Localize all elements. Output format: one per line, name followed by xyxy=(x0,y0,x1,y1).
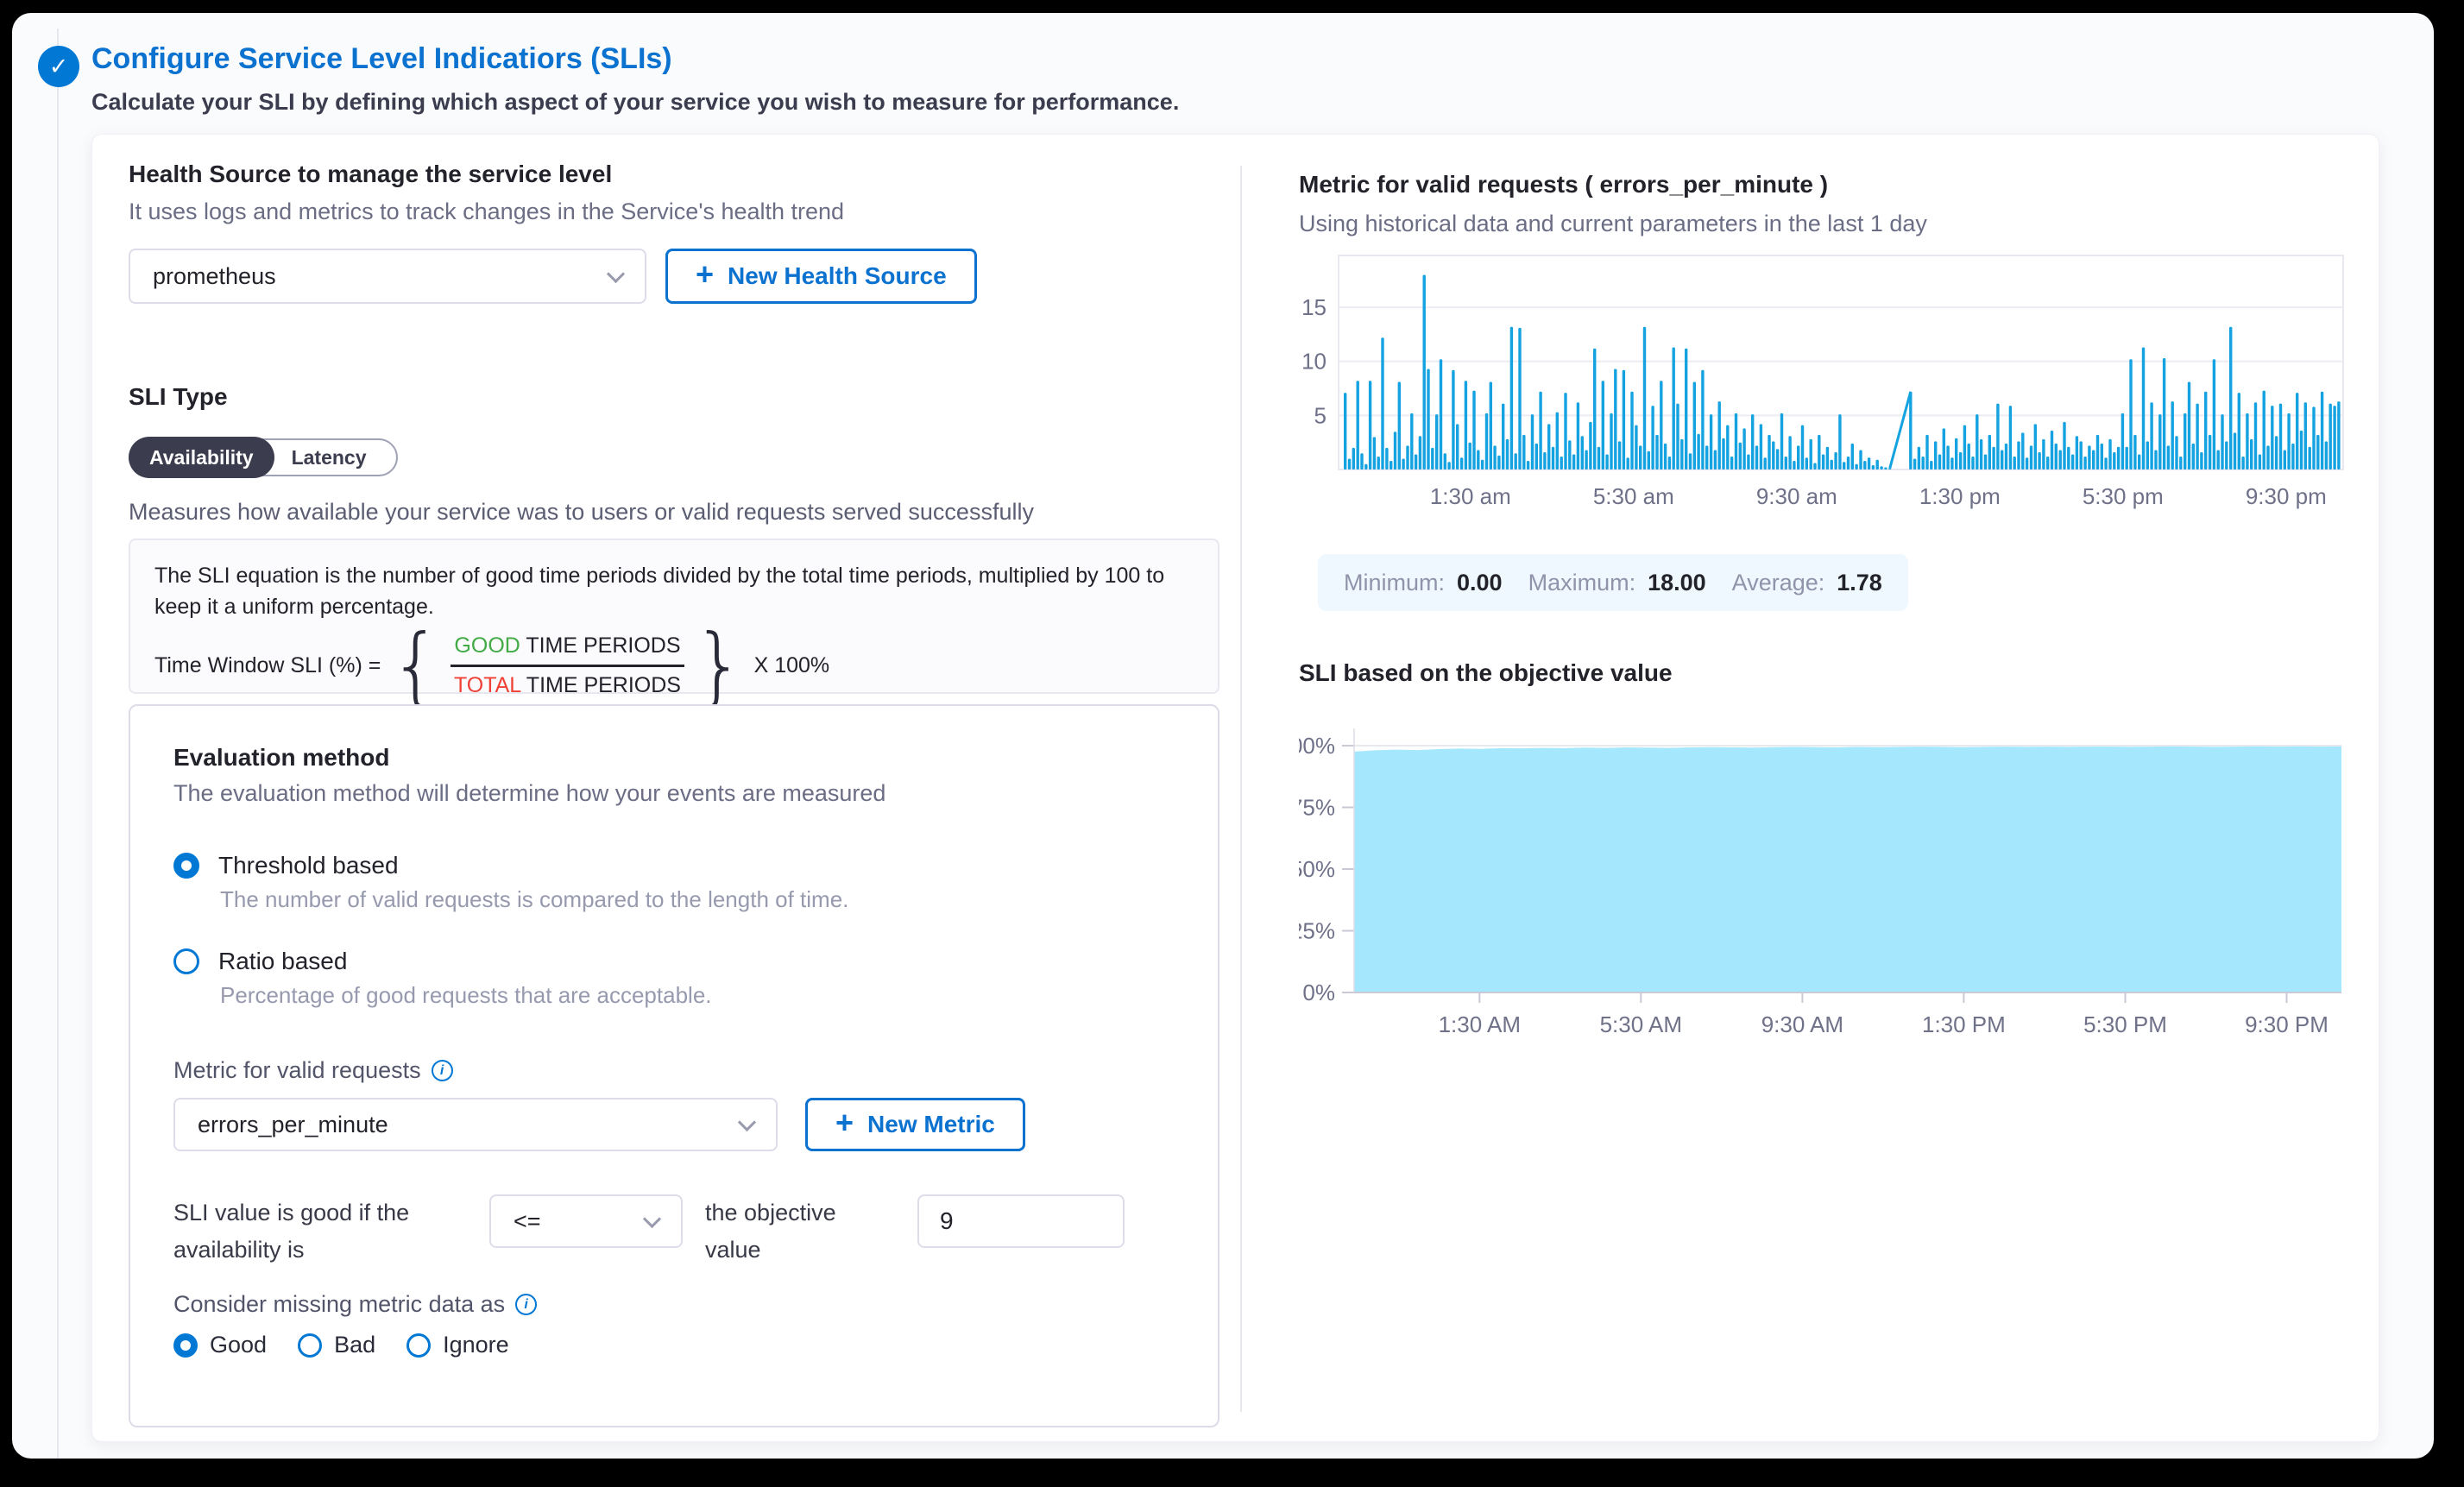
sli-type-toggle: Availability Latency xyxy=(129,437,398,478)
stepper-line xyxy=(57,28,59,1459)
sli-equation-intro: The SLI equation is the number of good t… xyxy=(154,564,1165,619)
avg-label: Average: xyxy=(1731,569,1825,595)
new-metric-label: New Metric xyxy=(867,1111,995,1137)
missing-ignore-label: Ignore xyxy=(443,1332,509,1358)
equation-good-keyword: GOOD xyxy=(454,633,520,658)
svg-text:5:30 pm: 5:30 pm xyxy=(2083,483,2164,509)
tab-latency[interactable]: Latency xyxy=(291,445,367,469)
evaluation-method-box: Evaluation method The evaluation method … xyxy=(129,704,1219,1427)
new-health-source-button[interactable]: + New Health Source xyxy=(665,249,977,304)
sli-config-card: Health Source to manage the service leve… xyxy=(91,134,2379,1442)
health-source-description: It uses logs and metrics to track change… xyxy=(129,198,845,224)
sli-equation-box: The SLI equation is the number of good t… xyxy=(129,539,1219,708)
svg-text:5: 5 xyxy=(1314,402,1327,428)
metric-select[interactable]: errors_per_minute xyxy=(173,1098,778,1151)
svg-text:9:30 PM: 9:30 PM xyxy=(2245,1011,2329,1037)
svg-text:0%: 0% xyxy=(1302,980,1335,1005)
check-icon: ✓ xyxy=(38,46,79,87)
plus-icon: + xyxy=(696,256,715,292)
ratio-based-label: Ratio based xyxy=(218,948,348,974)
comparator-value: <= xyxy=(514,1207,541,1234)
equation-fraction: GOOD TIME PERIODS TOTAL TIME PERIODS xyxy=(451,633,684,698)
health-source-heading: Health Source to manage the service leve… xyxy=(129,161,613,187)
avg-value: 1.78 xyxy=(1837,569,1882,595)
objective-value-input[interactable] xyxy=(917,1194,1125,1248)
ratio-based-radio[interactable] xyxy=(173,948,199,974)
svg-text:9:30 am: 9:30 am xyxy=(1756,483,1837,509)
threshold-based-description: The number of valid requests is compared… xyxy=(220,886,849,912)
equation-total-keyword: TOTAL xyxy=(453,673,521,698)
sli-area-chart: 0% 25% 50% 75% 100% 1:30 AM 5:30 AM 9:30 AM 1:30… xyxy=(1299,728,2341,1037)
brace-right: } xyxy=(692,615,746,715)
info-icon[interactable]: i xyxy=(431,1060,453,1081)
max-value: 18.00 xyxy=(1648,569,1706,595)
metric-preview-chart: 5 10 15 1:30 am 5:30 am 9:30 am 1:30 pm 5:30 pm… xyxy=(1301,255,2344,509)
comparator-select[interactable]: <= xyxy=(489,1194,683,1248)
svg-text:25%: 25% xyxy=(1299,918,1335,944)
sli-type-description: Measures how available your service was … xyxy=(129,499,1034,525)
new-health-source-label: New Health Source xyxy=(728,262,947,289)
tab-availability[interactable]: Availability xyxy=(129,437,274,478)
chevron-down-icon xyxy=(737,1112,757,1131)
ratio-based-description: Percentage of good requests that are acc… xyxy=(220,982,712,1008)
missing-bad-label: Bad xyxy=(334,1332,376,1358)
page-subtitle: Calculate your SLI by defining which asp… xyxy=(91,89,1180,115)
min-value: 0.00 xyxy=(1457,569,1503,595)
page-title: Configure Service Level Indicatiors (SLI… xyxy=(91,42,672,75)
svg-text:9:30 pm: 9:30 pm xyxy=(2246,483,2327,509)
objective-sentence-start: SLI value is good if the availability is xyxy=(173,1200,410,1263)
info-icon[interactable]: i xyxy=(515,1294,538,1316)
svg-text:1:30 PM: 1:30 PM xyxy=(1922,1011,2006,1037)
metric-chart-title: Metric for valid requests ( errors_per_m… xyxy=(1299,171,1829,198)
missing-good-radio[interactable] xyxy=(173,1333,198,1358)
svg-text:5:30 am: 5:30 am xyxy=(1593,483,1674,509)
new-metric-button[interactable]: + New Metric xyxy=(805,1098,1025,1151)
svg-text:1:30 AM: 1:30 AM xyxy=(1439,1011,1521,1037)
svg-text:1:30 pm: 1:30 pm xyxy=(1919,483,2001,509)
svg-text:50%: 50% xyxy=(1299,856,1335,882)
missing-data-label: Consider missing metric data as xyxy=(173,1291,506,1318)
svg-text:1:30 am: 1:30 am xyxy=(1430,483,1511,509)
svg-text:100%: 100% xyxy=(1299,733,1335,759)
missing-bad-radio[interactable] xyxy=(298,1333,323,1358)
brace-left: { xyxy=(389,615,443,715)
evaluation-method-description: The evaluation method will determine how… xyxy=(173,780,886,806)
svg-text:10: 10 xyxy=(1301,349,1327,375)
threshold-based-radio[interactable] xyxy=(173,853,199,879)
min-label: Minimum: xyxy=(1344,569,1446,595)
metric-valid-requests-label: Metric for valid requests xyxy=(173,1057,421,1083)
equation-multiplier: X 100% xyxy=(753,653,830,678)
svg-text:15: 15 xyxy=(1301,294,1327,320)
objective-sentence-middle: the objective value xyxy=(705,1200,836,1263)
svg-text:5:30 PM: 5:30 PM xyxy=(2083,1011,2167,1037)
chevron-down-icon xyxy=(642,1209,662,1228)
plus-icon: + xyxy=(835,1105,854,1140)
svg-text:75%: 75% xyxy=(1299,795,1335,821)
equation-numerator-rest: TIME PERIODS xyxy=(526,633,681,658)
threshold-based-label: Threshold based xyxy=(218,852,399,879)
metric-chart-subtitle: Using historical data and current parame… xyxy=(1299,211,1927,236)
sli-type-heading: SLI Type xyxy=(129,383,228,410)
app-window: ✓ Configure Service Level Indicatiors (S… xyxy=(12,13,2434,1459)
equation-lhs: Time Window SLI (%) = xyxy=(154,653,381,678)
metric-stats-badge: Minimum: 0.00 Maximum: 18.00 Average: 1.… xyxy=(1318,554,1908,611)
health-source-select[interactable]: prometheus xyxy=(129,249,646,304)
svg-text:5:30 AM: 5:30 AM xyxy=(1600,1011,1682,1037)
svg-text:9:30 AM: 9:30 AM xyxy=(1761,1011,1843,1037)
health-source-selected-value: prometheus xyxy=(153,262,276,289)
evaluation-method-heading: Evaluation method xyxy=(173,744,390,771)
missing-ignore-radio[interactable] xyxy=(406,1333,432,1358)
max-label: Maximum: xyxy=(1528,569,1636,595)
missing-good-label: Good xyxy=(210,1332,268,1358)
chevron-down-icon xyxy=(606,264,626,283)
vertical-divider xyxy=(1240,166,1242,1412)
sli-chart-title: SLI based on the objective value xyxy=(1299,659,1673,686)
equation-denominator-rest: TIME PERIODS xyxy=(526,673,681,698)
metric-selected-value: errors_per_minute xyxy=(198,1111,388,1137)
